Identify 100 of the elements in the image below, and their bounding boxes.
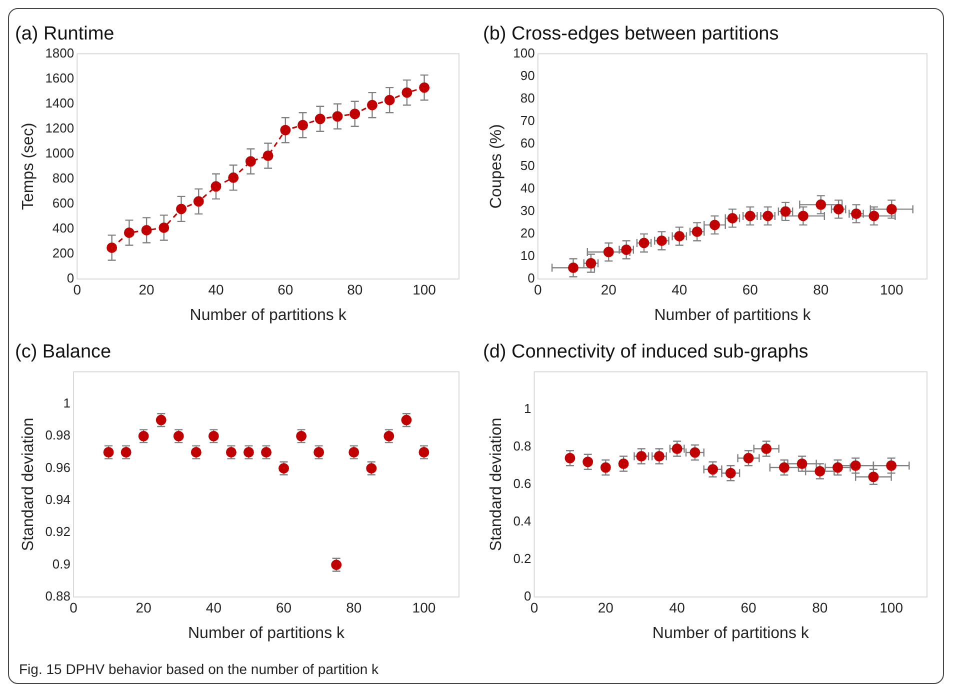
point bbox=[796, 458, 808, 470]
x-tick-label: 40 bbox=[208, 281, 224, 298]
point bbox=[564, 452, 576, 464]
point bbox=[832, 462, 843, 473]
x-tick-label: 100 bbox=[880, 599, 904, 616]
point bbox=[582, 456, 594, 468]
point bbox=[710, 220, 720, 230]
y-tick-label: 1000 bbox=[45, 145, 74, 160]
y-tick-label: 1 bbox=[524, 400, 532, 416]
y-tick-label: 0.2 bbox=[513, 551, 532, 566]
point bbox=[106, 242, 118, 253]
y-tick-label: 0.94 bbox=[45, 492, 70, 508]
y-tick-label: 0.8 bbox=[513, 438, 532, 454]
point bbox=[690, 447, 700, 458]
y-tick-label: 1 bbox=[63, 396, 70, 411]
y-tick-label: 90 bbox=[520, 68, 535, 83]
point bbox=[638, 238, 650, 248]
y-tick-label: 30 bbox=[520, 203, 535, 218]
y-tick-label: 100 bbox=[513, 45, 535, 60]
y-tick-label: 0 bbox=[66, 270, 74, 286]
point bbox=[350, 108, 360, 120]
y-tick-label: 400 bbox=[52, 220, 74, 236]
point bbox=[176, 204, 187, 214]
y-tick-label: 600 bbox=[52, 196, 74, 211]
chart-title: (d) Connectivity of induced sub-graphs bbox=[483, 342, 808, 363]
point bbox=[280, 124, 291, 136]
y-tick-label: 40 bbox=[520, 180, 535, 196]
point bbox=[692, 226, 702, 237]
y-tick-label: 50 bbox=[520, 158, 535, 173]
x-tick-label: 80 bbox=[812, 599, 828, 616]
x-tick-label: 100 bbox=[412, 599, 436, 616]
point bbox=[798, 210, 808, 222]
x-tick-label: 100 bbox=[880, 281, 904, 298]
point bbox=[816, 199, 826, 210]
y-tick-label: 0.4 bbox=[513, 514, 532, 529]
y-axis-title: Temps (sec) bbox=[20, 122, 38, 210]
point bbox=[621, 244, 632, 255]
point bbox=[210, 181, 222, 192]
y-tick-label: 0 bbox=[528, 270, 535, 286]
point bbox=[262, 150, 274, 162]
y-axis-title: Coupes (%) bbox=[488, 124, 506, 209]
point bbox=[656, 235, 667, 246]
point bbox=[725, 468, 736, 478]
y-tick-label: 20 bbox=[520, 226, 535, 241]
point bbox=[141, 224, 152, 236]
y-tick-label: 0.6 bbox=[513, 476, 532, 491]
x-axis-title: Number of partitions k bbox=[652, 624, 810, 642]
y-axis-title: Standard deviation bbox=[20, 418, 38, 552]
point bbox=[298, 120, 308, 130]
point bbox=[586, 258, 596, 268]
x-tick-label: 80 bbox=[813, 281, 829, 298]
point bbox=[158, 222, 170, 233]
y-tick-label: 10 bbox=[520, 248, 535, 264]
y-tick-label: 80 bbox=[520, 90, 535, 106]
x-tick-label: 80 bbox=[347, 281, 363, 298]
x-tick-label: 40 bbox=[669, 599, 686, 616]
point bbox=[124, 227, 134, 238]
point bbox=[743, 452, 754, 464]
point bbox=[868, 472, 879, 482]
point bbox=[868, 210, 880, 222]
y-tick-label: 0.92 bbox=[45, 524, 70, 540]
point bbox=[780, 206, 791, 217]
point bbox=[833, 204, 844, 214]
y-tick-label: 1800 bbox=[45, 45, 74, 60]
x-tick-label: 20 bbox=[600, 281, 617, 298]
point bbox=[384, 94, 395, 106]
x-tick-label: 20 bbox=[138, 281, 155, 298]
y-tick-label: 0.9 bbox=[52, 556, 70, 572]
point bbox=[727, 212, 738, 224]
y-axis-title: Standard deviation bbox=[488, 418, 506, 552]
point bbox=[402, 87, 412, 98]
point bbox=[228, 172, 239, 183]
point bbox=[850, 460, 861, 471]
point bbox=[193, 196, 204, 207]
y-tick-label: 0 bbox=[524, 588, 532, 604]
x-tick-label: 60 bbox=[740, 599, 756, 616]
point bbox=[886, 204, 897, 214]
point bbox=[332, 111, 343, 122]
y-tick-label: 200 bbox=[52, 246, 74, 261]
point bbox=[674, 230, 685, 242]
x-axis-title: Number of partitions k bbox=[190, 306, 348, 324]
point bbox=[762, 210, 774, 222]
y-tick-label: 0.88 bbox=[45, 588, 70, 604]
point bbox=[600, 462, 611, 473]
y-tick-label: 60 bbox=[520, 135, 535, 150]
point bbox=[603, 246, 614, 258]
x-tick-label: 20 bbox=[598, 599, 614, 616]
x-axis-title: Number of partitions k bbox=[188, 624, 346, 642]
y-tick-label: 1200 bbox=[45, 120, 74, 136]
point bbox=[419, 82, 430, 93]
x-tick-label: 80 bbox=[346, 599, 362, 616]
point bbox=[636, 451, 647, 462]
point bbox=[708, 464, 718, 475]
point bbox=[886, 460, 897, 471]
x-tick-label: 100 bbox=[412, 281, 436, 298]
x-tick-label: 60 bbox=[278, 281, 294, 298]
y-tick-label: 1600 bbox=[45, 70, 74, 86]
point bbox=[618, 458, 629, 470]
point bbox=[778, 462, 790, 473]
y-tick-label: 0.96 bbox=[45, 460, 70, 475]
